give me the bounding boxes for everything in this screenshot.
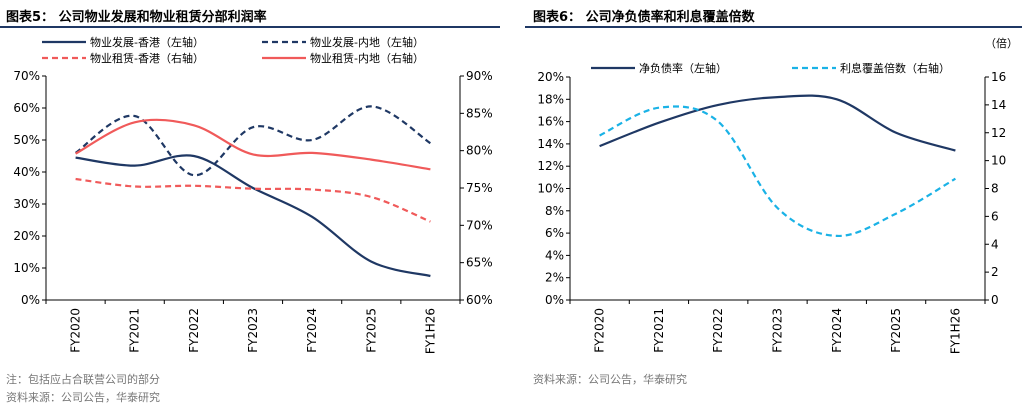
y-left-tick-label: 10% — [537, 182, 564, 196]
y-left-tick-label: 20% — [13, 229, 40, 243]
y-right-tick-label: 60% — [466, 293, 493, 307]
y-left-tick-label: 8% — [545, 204, 564, 218]
y-right-tick-label: 85% — [466, 106, 493, 120]
y-left-tick-label: 6% — [545, 226, 564, 240]
legend-label: 物业发展-内地（左轴） — [310, 35, 424, 49]
x-tick-label: FY2023 — [771, 308, 785, 353]
legend-label: 物业发展-香港（左轴） — [90, 35, 204, 49]
x-tick-label: FY2020 — [593, 308, 607, 353]
y-left-tick-label: 70% — [13, 69, 40, 83]
legend-label: 物业租赁-内地（右轴） — [310, 51, 424, 65]
y-right-tick-label: 16 — [991, 70, 1006, 84]
y-left-tick-label: 0% — [545, 293, 564, 307]
y-left-tick-label: 30% — [13, 197, 40, 211]
y-right-tick-label: 14 — [991, 98, 1006, 112]
right-source: 资料来源：公司公告，华泰研究 — [533, 373, 687, 386]
series-line — [75, 154, 431, 278]
y-left-tick-label: 14% — [537, 137, 564, 151]
x-tick-label: FY2025 — [889, 308, 903, 353]
x-tick-label: FY2023 — [246, 308, 260, 353]
legend-label: 净负债率（左轴） — [639, 61, 727, 75]
series-line — [75, 177, 431, 223]
y-left-tick-label: 0% — [21, 293, 40, 307]
series-line — [75, 118, 431, 171]
x-tick-label: FY2021 — [652, 308, 666, 353]
y-right-tick-label: 80% — [466, 144, 493, 158]
x-tick-label: FY2022 — [187, 308, 201, 353]
right-figure: 图表6： 公司净负债率和利息覆盖倍数 0% 2% 4% 6% 8% 10% 12% 14% 16… — [525, 0, 1030, 403]
y-left-tick-label: 50% — [13, 133, 40, 147]
legend-label: 物业租赁-香港（右轴） — [90, 51, 204, 65]
left-figure-title: 图表5： 公司物业发展和物业租赁分部利润率 — [6, 10, 267, 25]
x-tick-label: FY2022 — [711, 308, 725, 353]
y-right-tick-label: 8 — [991, 182, 999, 196]
y-right-tick-label: 2 — [991, 265, 999, 279]
y-left-tick-label: 40% — [13, 165, 40, 179]
x-tick-label: FY2024 — [305, 308, 319, 353]
y-left-tick-label: 18% — [537, 92, 564, 106]
y-left-tick-label: 4% — [545, 248, 564, 262]
series-line — [599, 94, 956, 152]
y-right-tick-label: 90% — [466, 69, 493, 83]
x-tick-label: FY1H26 — [948, 308, 962, 354]
series-line — [74, 105, 432, 177]
y-left-tick-label: 20% — [537, 70, 564, 84]
x-tick-label: FY2024 — [830, 308, 844, 353]
x-tick-label: FY1H26 — [423, 308, 437, 354]
left-figure: 图表5： 公司物业发展和物业租赁分部利润率 0% 10% 20% 30% 40% 50% 6… — [0, 0, 505, 404]
x-tick-label: FY2021 — [128, 308, 142, 353]
left-source: 资料来源：公司公告，华泰研究 — [6, 391, 160, 404]
y-right-tick-label: 4 — [991, 237, 999, 251]
x-tick-label: FY2020 — [69, 308, 83, 353]
y-right-tick-label: 6 — [991, 209, 999, 223]
y-left-tick-label: 10% — [13, 261, 40, 275]
y-right-tick-label: 75% — [466, 181, 493, 195]
y-right-tick-label: 10 — [991, 154, 1006, 168]
y-right-tick-label: 0 — [991, 293, 999, 307]
y-right-tick-label: 65% — [466, 256, 493, 270]
y-left-tick-label: 16% — [537, 115, 564, 129]
y-right-tick-label: 70% — [466, 218, 493, 232]
right-title-rule — [525, 26, 1022, 28]
right-chart: 0% 2% 4% 6% 8% 10% 12% 14% 16% 18% 20% 0 2 4 6 8 10 12 14 1… — [537, 36, 1018, 354]
y-left-tick-label: 2% — [545, 271, 564, 285]
left-title-rule — [0, 26, 500, 28]
left-note: 注：包括应占合联营公司的部分 — [6, 373, 160, 386]
y-right-tick-label: 12 — [991, 126, 1006, 140]
x-tick-label: FY2025 — [364, 308, 378, 353]
y-left-tick-label: 60% — [13, 101, 40, 115]
legend-label: 利息覆盖倍数（右轴） — [840, 61, 950, 75]
right-figure-title: 图表6： 公司净负债率和利息覆盖倍数 — [533, 10, 755, 25]
y-left-tick-label: 12% — [537, 159, 564, 173]
series-line — [599, 105, 956, 238]
right-axis-unit: （倍） — [985, 36, 1018, 50]
left-chart: 0% 10% 20% 30% 40% 50% 60% 70% 60% 65% 70% 75% 80% 85… — [13, 35, 493, 354]
